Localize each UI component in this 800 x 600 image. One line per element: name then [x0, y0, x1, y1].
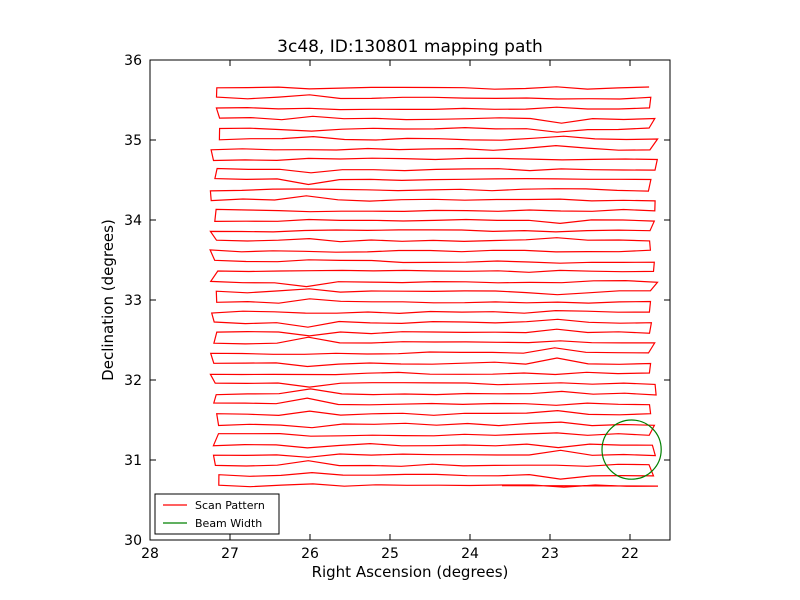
beam-width-circle: [601, 419, 662, 480]
legend-label-scan-pattern: Scan Pattern: [195, 499, 265, 512]
x-tick-label: 25: [381, 546, 399, 562]
x-tick-label: 24: [461, 546, 479, 562]
x-axis-label: Right Ascension (degrees): [312, 563, 509, 581]
y-tick-label: 31: [124, 453, 142, 469]
scan-pattern-line: [209, 86, 659, 488]
y-axis-ticks: 30 31 32 33 34 35 36: [124, 53, 670, 549]
legend: Scan Pattern Beam Width: [154, 493, 280, 535]
scan-pattern-series: [209, 86, 659, 488]
x-tick-label: 28: [141, 546, 159, 562]
chart-title: 3c48, ID:130801 mapping path: [277, 37, 543, 57]
y-tick-label: 36: [124, 53, 142, 69]
x-tick-label: 27: [221, 546, 239, 562]
y-tick-label: 35: [124, 133, 142, 149]
beam-width-series: [601, 419, 662, 480]
y-tick-label: 30: [124, 533, 142, 549]
y-tick-label: 33: [124, 293, 142, 309]
y-tick-label: 34: [124, 213, 142, 229]
legend-box: [154, 493, 280, 535]
plot-area: [150, 60, 670, 540]
x-tick-label: 26: [301, 546, 319, 562]
y-axis-label: Declination (degrees): [99, 219, 117, 381]
y-tick-label: 32: [124, 373, 142, 389]
x-tick-label: 23: [541, 546, 559, 562]
x-tick-label: 22: [621, 546, 639, 562]
legend-label-beam-width: Beam Width: [195, 517, 262, 530]
x-axis-ticks: 28 27 26 25 24 23 22: [141, 60, 639, 562]
